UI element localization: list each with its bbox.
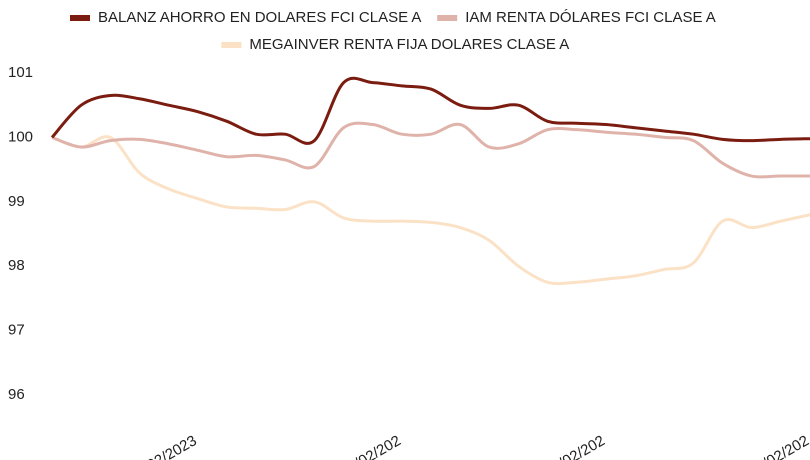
y-tick-label: 96 (8, 386, 25, 403)
y-tick-label: 101 (8, 64, 33, 81)
series-line (51, 121, 810, 179)
x-tick-label: 19/02/202 (542, 432, 608, 460)
legend-swatch (437, 15, 458, 21)
x-tick-label: 5/02/2023 (133, 432, 199, 460)
y-tick-label: 99 (8, 193, 25, 210)
x-tick-label: 12/02/202 (338, 432, 404, 460)
y-tick-label: 100 (8, 128, 33, 145)
x-tick-label: 26/02/202 (746, 432, 810, 460)
y-tick-label: 98 (8, 257, 25, 274)
legend-label: MEGAINVER RENTA FIJA DOLARES CLASE A (249, 36, 569, 53)
legend-label: BALANZ AHORRO EN DOLARES FCI CLASE A (98, 9, 421, 26)
legend-swatch (221, 42, 242, 48)
legend-label: IAM RENTA DÓLARES FCI CLASE A (465, 9, 716, 26)
y-tick-label: 97 (8, 322, 25, 339)
series-line (50, 76, 810, 145)
series-line (51, 135, 810, 286)
legend-swatch (70, 15, 90, 21)
